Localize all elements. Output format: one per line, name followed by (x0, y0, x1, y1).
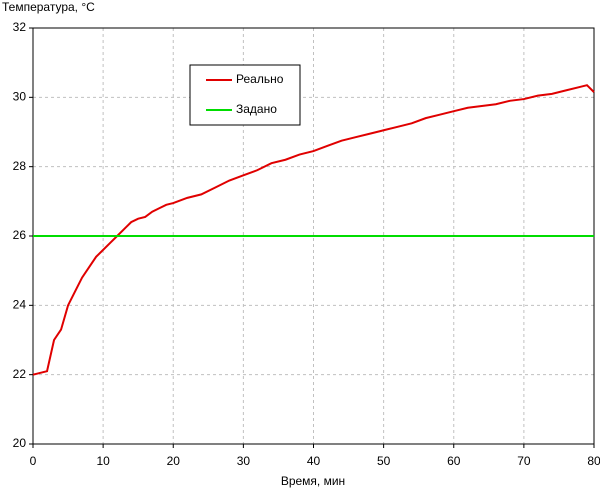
y-tick-label: 22 (13, 367, 27, 381)
x-tick-label: 10 (96, 454, 110, 468)
y-tick-label: 26 (13, 228, 27, 242)
y-tick-label: 30 (13, 90, 27, 104)
y-tick-label: 32 (13, 20, 27, 34)
y-tick-label: 28 (13, 159, 27, 173)
x-tick-label: 40 (307, 454, 321, 468)
x-tick-label: 0 (30, 454, 37, 468)
x-tick-label: 50 (377, 454, 391, 468)
legend-label: Задано (236, 102, 277, 116)
x-tick-label: 70 (517, 454, 531, 468)
x-tick-label: 60 (447, 454, 461, 468)
x-tick-label: 30 (237, 454, 251, 468)
y-tick-label: 20 (13, 436, 27, 450)
x-axis-label: Время, мин (281, 474, 345, 488)
x-tick-label: 80 (587, 454, 600, 468)
x-tick-label: 20 (167, 454, 181, 468)
legend-label: Реально (236, 72, 284, 86)
data-line (32, 84, 595, 376)
y-axis-label: Температура, °C (2, 0, 95, 14)
y-tick-label: 24 (13, 298, 27, 312)
legend-box (189, 64, 301, 126)
